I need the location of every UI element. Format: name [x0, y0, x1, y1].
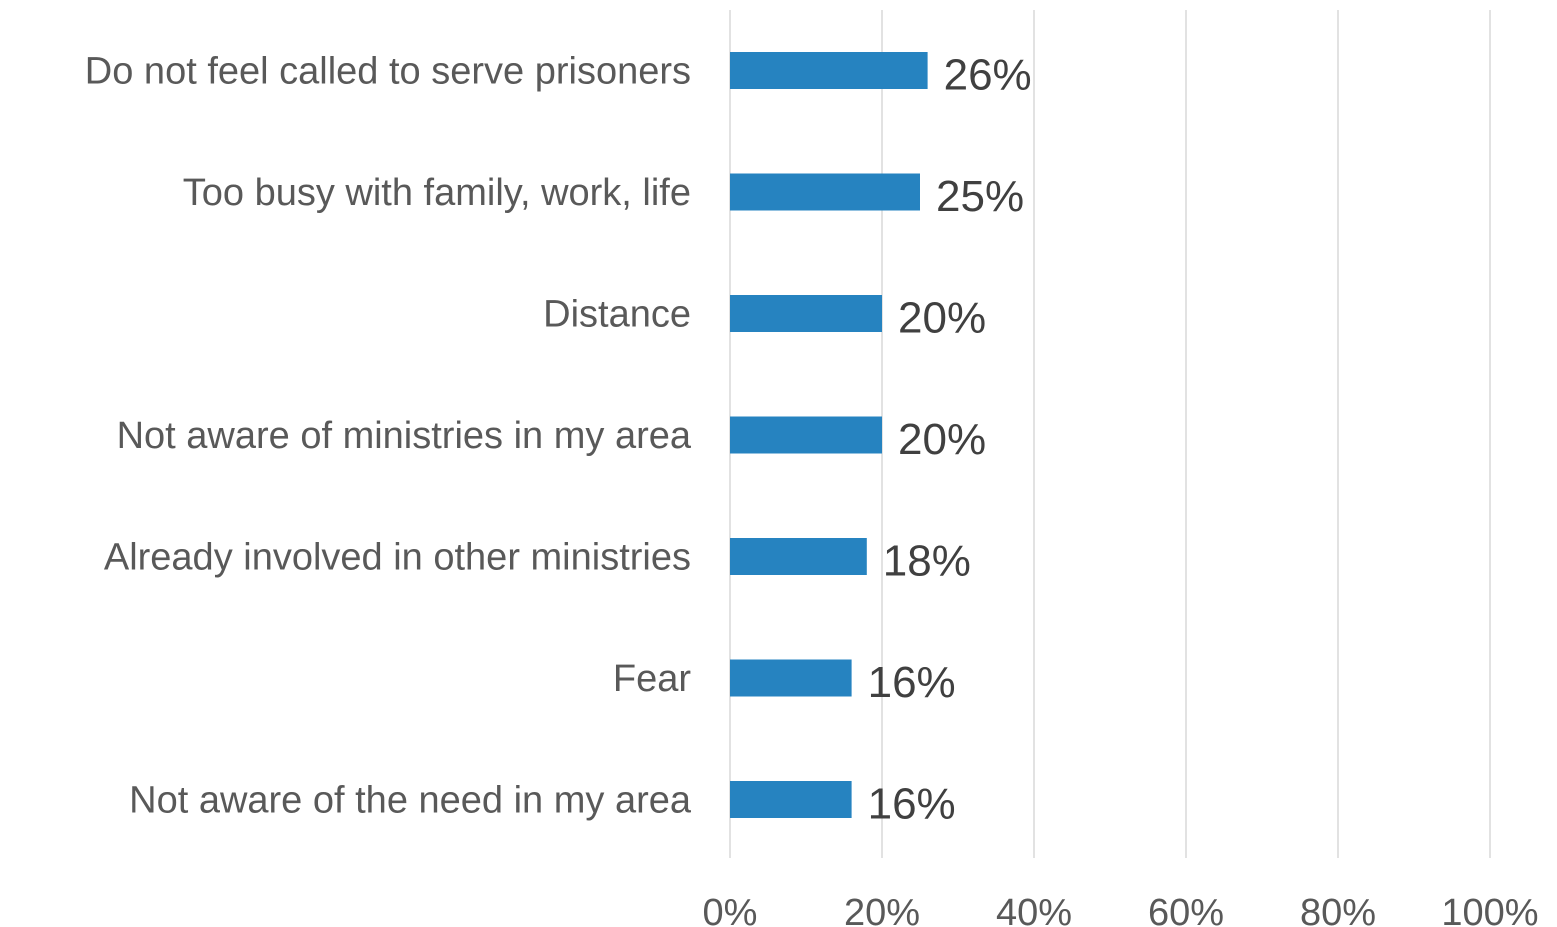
category-label: Already involved in other ministries — [104, 537, 691, 579]
data-label: 20% — [898, 294, 986, 343]
x-tick-label: 60% — [1148, 892, 1224, 927]
x-tick-label: 80% — [1300, 892, 1376, 927]
data-label: 16% — [868, 780, 956, 829]
bar — [730, 52, 928, 89]
bar — [730, 416, 882, 454]
gridlines — [729, 10, 1491, 858]
x-tick-label: 20% — [844, 892, 920, 927]
bar — [730, 659, 852, 697]
category-label: Not aware of ministries in my area — [117, 415, 692, 457]
data-label: 25% — [936, 172, 1024, 221]
data-label: 26% — [944, 51, 1032, 100]
bar — [730, 538, 867, 575]
data-label: 16% — [868, 658, 956, 707]
x-tick-label: 0% — [703, 892, 758, 927]
bar — [730, 781, 852, 818]
category-label: Do not feel called to serve prisoners — [85, 51, 691, 93]
category-label: Too busy with family, work, life — [183, 172, 691, 214]
data-labels: 26% 25% 20% 20% 18% 16% 16% — [868, 51, 1032, 829]
data-label: 20% — [898, 415, 986, 464]
x-axis-ticks: 0% 20% 40% 60% 80% 100% — [703, 892, 1539, 927]
category-label: Not aware of the need in my area — [129, 780, 692, 822]
bar — [730, 295, 882, 332]
category-label: Distance — [543, 294, 691, 336]
category-labels: Do not feel called to serve prisoners Too… — [85, 51, 692, 822]
data-label: 18% — [883, 537, 971, 586]
bar — [730, 173, 920, 211]
x-tick-label: 40% — [996, 892, 1072, 927]
bars — [730, 52, 928, 818]
category-label: Fear — [613, 658, 691, 700]
x-tick-label: 100% — [1441, 892, 1538, 927]
